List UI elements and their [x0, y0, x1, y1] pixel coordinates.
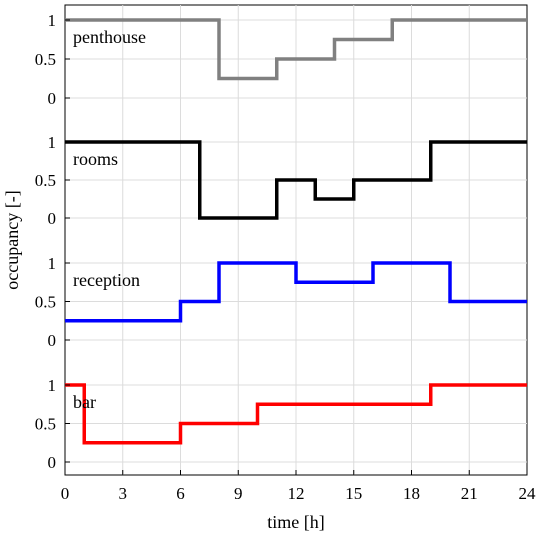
- x-tick-label: 9: [234, 484, 243, 503]
- x-tick-label: 3: [119, 484, 128, 503]
- series-line-bar: [65, 383, 527, 445]
- x-axis-title: time [h]: [267, 512, 324, 532]
- x-tick-label: 0: [61, 484, 70, 503]
- y-tick-label: 0: [48, 209, 57, 228]
- series-label-penthouse: penthouse: [73, 27, 146, 47]
- series-label-bar: bar: [73, 392, 96, 412]
- y-tick-label: 0.5: [35, 415, 56, 434]
- y-tick-label: 1: [48, 254, 57, 273]
- series-label-rooms: rooms: [73, 149, 118, 169]
- x-tick-label: 12: [288, 484, 305, 503]
- series-layer: penthouse rooms reception bar: [65, 18, 527, 445]
- x-tick-label: 18: [403, 484, 420, 503]
- series-label-reception: reception: [73, 270, 140, 290]
- y-tick-label: 1: [48, 11, 57, 30]
- y-tick-label: 0.5: [35, 293, 56, 312]
- series-line-reception: [65, 261, 527, 323]
- x-tick-label: 21: [461, 484, 478, 503]
- y-tick-label: 0: [48, 331, 57, 350]
- y-tick-label: 0.5: [35, 50, 56, 69]
- y-tick-label: 1: [48, 376, 57, 395]
- x-tick-label: 15: [345, 484, 362, 503]
- x-tick-label: 6: [176, 484, 185, 503]
- series-line-rooms: [65, 140, 527, 220]
- y-tick-label: 0: [48, 453, 57, 472]
- y-tick-label: 1: [48, 133, 57, 152]
- y-tick-label: 0.5: [35, 171, 56, 190]
- series-line-penthouse: [65, 18, 527, 81]
- y-axis-title: occupancy [-]: [2, 190, 22, 289]
- x-tick-label: 24: [519, 484, 537, 503]
- y-tick-label: 0: [48, 89, 57, 108]
- ticks: 0 3 6 9 12 15 18 21 24 0 0.5 1 0 0.5 1 0 0.5 1 0 0.5 1: [35, 11, 536, 503]
